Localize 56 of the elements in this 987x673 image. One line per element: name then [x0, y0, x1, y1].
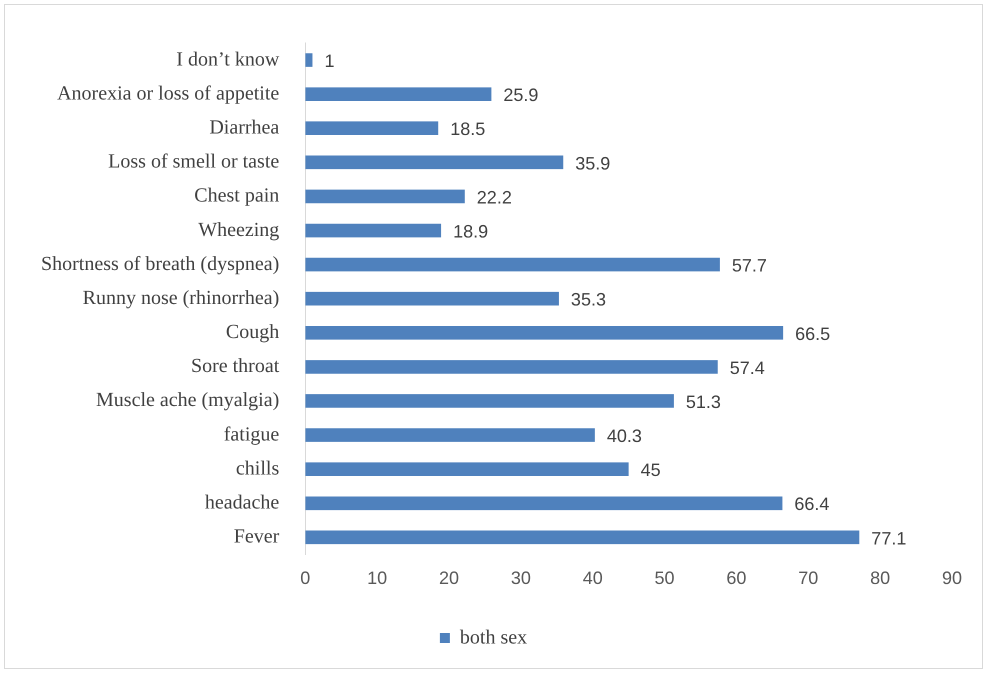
y-tick-label: Muscle ache (myalgia): [96, 389, 280, 412]
bar: [305, 224, 442, 238]
data-label: 77.1: [871, 528, 906, 548]
bar: [305, 258, 720, 272]
bar: [305, 326, 784, 340]
data-label: 35.3: [570, 290, 606, 310]
y-tick-label: Loss of smell or taste: [108, 150, 280, 173]
x-tick-label: 90: [942, 568, 962, 588]
data-label: 25.9: [503, 85, 538, 106]
y-tick-label: Shortness of breath (dyspnea): [40, 252, 280, 275]
data-label: 51.3: [686, 392, 721, 412]
legend-label: both sex: [460, 626, 528, 648]
data-label: 1: [324, 51, 334, 72]
bar: [305, 87, 492, 101]
x-tick-label: 20: [438, 568, 460, 588]
data-label: 35.9: [575, 153, 610, 174]
y-tick-label: Fever: [234, 526, 280, 548]
bar: [305, 530, 860, 544]
x-tick-label: 30: [510, 568, 531, 588]
bar: [305, 190, 465, 204]
data-label: 40.3: [606, 426, 642, 446]
y-tick-label: fatigue: [224, 423, 280, 446]
x-tick-label: 50: [654, 568, 675, 588]
data-label: 66.5: [795, 324, 830, 344]
bar: [305, 360, 718, 374]
bar: [305, 156, 564, 170]
x-tick-label: 80: [870, 568, 890, 588]
x-tick-label: 10: [367, 568, 388, 588]
data-label: 18.9: [453, 221, 488, 242]
bar: [305, 53, 312, 67]
data-label: 18.5: [450, 119, 486, 140]
y-tick-label: Chest pain: [194, 184, 280, 207]
x-tick-label: 40: [582, 568, 603, 588]
data-label: 45: [640, 460, 661, 480]
bar: [305, 462, 629, 476]
data-label: 57.7: [732, 256, 767, 276]
y-tick-label: headache: [204, 492, 280, 514]
y-tick-label: Runny nose (rhinorrhea): [82, 286, 280, 309]
x-tick-label: 70: [798, 568, 818, 588]
bar: [305, 496, 782, 510]
bar: [305, 292, 559, 306]
y-tick-label: Anorexia or loss of appetite: [57, 82, 280, 104]
x-tick-label: 60: [726, 568, 746, 588]
bar: [305, 394, 674, 408]
bar: [305, 121, 438, 136]
data-label: 57.4: [730, 358, 765, 378]
y-tick-label: chills: [236, 457, 280, 480]
data-label: 66.4: [794, 494, 830, 514]
x-tick-label: 0: [300, 568, 310, 588]
y-tick-label: Sore throat: [190, 355, 280, 378]
data-label: 22.2: [476, 187, 512, 208]
y-tick-label: Cough: [226, 321, 280, 344]
y-tick-label: Diarrhea: [209, 116, 280, 138]
y-tick-label: I don’t know: [176, 48, 280, 70]
y-tick-label: Wheezing: [198, 218, 280, 241]
bar: [305, 428, 595, 442]
